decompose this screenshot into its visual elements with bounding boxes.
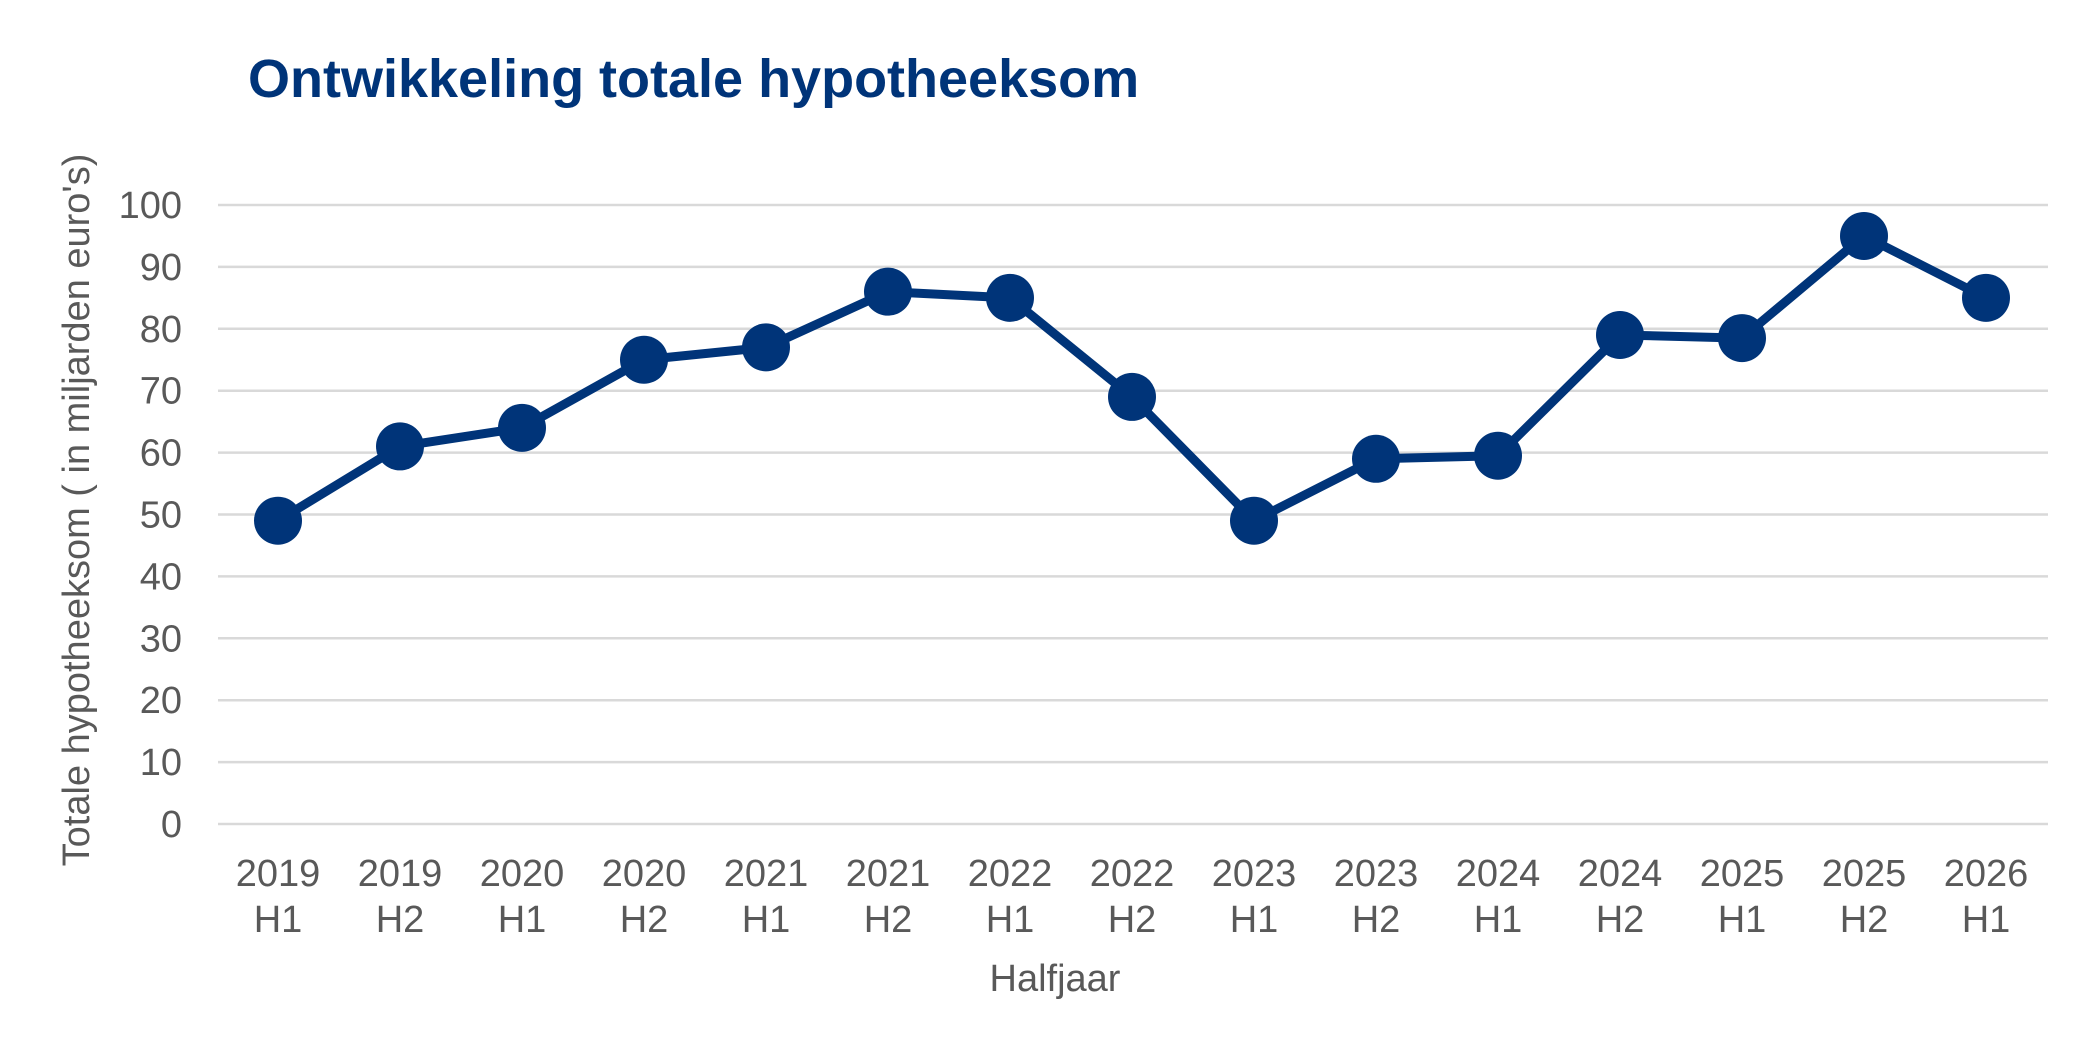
y-axis-label: Totale hypotheeksom ( in miljarden euro'…	[56, 154, 98, 867]
x-tick-half: H2	[1596, 899, 1645, 941]
x-tick-year: 2019	[236, 853, 321, 895]
x-tick-year: 2020	[602, 853, 687, 895]
x-tick-year: 2023	[1334, 853, 1419, 895]
y-tick-label: 10	[140, 742, 182, 784]
y-tick-label: 70	[140, 371, 182, 413]
x-tick-half: H1	[742, 899, 791, 941]
x-tick-half: H1	[1718, 899, 1767, 941]
data-point	[1962, 273, 2010, 322]
x-tick-year: 2026	[1944, 853, 2029, 895]
data-point	[1840, 211, 1888, 260]
x-tick-year: 2024	[1456, 853, 1541, 895]
x-tick-year: 2024	[1578, 853, 1663, 895]
grid-lines	[218, 203, 2048, 826]
x-tick-year: 2019	[358, 853, 443, 895]
x-tick-year: 2020	[480, 853, 565, 895]
x-tick-half: H1	[1230, 899, 1279, 941]
data-point	[742, 323, 790, 372]
x-tick-half: H2	[864, 899, 913, 941]
x-tick-year: 2021	[724, 853, 809, 895]
y-axis-ticks: 0 10 20 30 40 50 60 70 80 90 100	[119, 185, 182, 846]
x-tick-half: H1	[986, 899, 1035, 941]
data-point	[1596, 310, 1644, 359]
y-tick-label: 50	[140, 495, 182, 537]
x-tick-half: H1	[1962, 899, 2011, 941]
x-tick-year: 2025	[1822, 853, 1907, 895]
y-tick-label: 80	[140, 309, 182, 351]
x-tick-year: 2025	[1700, 853, 1785, 895]
data-point	[986, 273, 1034, 322]
y-tick-label: 100	[119, 185, 182, 227]
data-point	[620, 335, 668, 384]
x-tick-half: H1	[498, 899, 547, 941]
data-point	[254, 496, 302, 545]
data-point	[864, 267, 912, 316]
x-tick-half: H2	[376, 899, 425, 941]
y-tick-label: 20	[140, 680, 182, 722]
x-axis-ticks: 2019H12019H22020H12020H22021H12021H22022…	[236, 853, 2029, 941]
chart-title: Ontwikkeling totale hypotheeksom	[248, 49, 1139, 109]
x-tick-half: H2	[620, 899, 669, 941]
data-point	[1718, 314, 1766, 363]
x-tick-half: H1	[1474, 899, 1523, 941]
x-tick-year: 2022	[968, 853, 1053, 895]
y-tick-label: 60	[140, 433, 182, 475]
data-point	[498, 403, 546, 452]
x-tick-year: 2022	[1090, 853, 1175, 895]
x-tick-half: H2	[1840, 899, 1889, 941]
data-point	[1474, 431, 1522, 480]
x-tick-year: 2023	[1212, 853, 1297, 895]
y-tick-label: 40	[140, 556, 182, 598]
x-tick-half: H2	[1352, 899, 1401, 941]
series-mortgage-total	[254, 211, 2010, 545]
y-tick-label: 30	[140, 618, 182, 660]
x-tick-half: H2	[1108, 899, 1157, 941]
data-point	[1352, 434, 1400, 483]
y-tick-label: 90	[140, 247, 182, 289]
x-tick-year: 2021	[846, 853, 931, 895]
x-axis-label: Halfjaar	[990, 958, 1121, 1000]
x-tick-half: H1	[254, 899, 303, 941]
y-tick-label: 0	[161, 804, 182, 846]
data-point	[1230, 496, 1278, 545]
data-point	[376, 422, 424, 471]
data-point	[1108, 372, 1156, 421]
